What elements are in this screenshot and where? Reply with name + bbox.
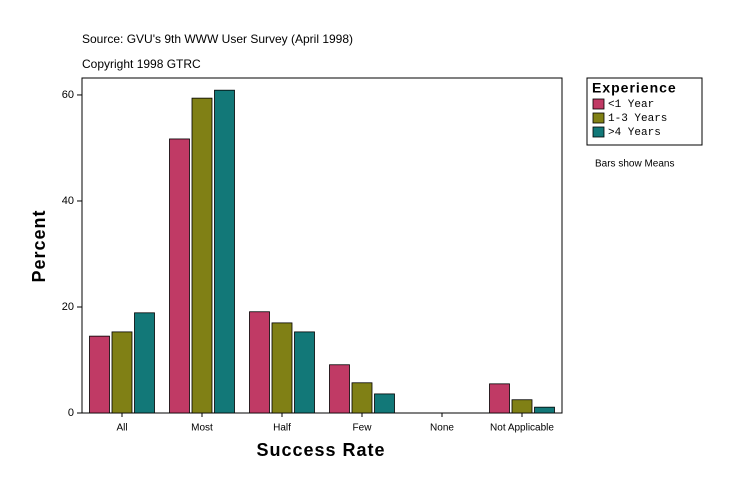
bar: [351, 382, 373, 414]
bar: [191, 97, 213, 414]
bar: [294, 331, 315, 414]
bar: [511, 399, 533, 414]
plot-frame: [81, 77, 563, 414]
y-tick-label: 60: [62, 89, 74, 101]
bar: [249, 311, 270, 414]
legend-swatch: [592, 98, 605, 110]
bar: [214, 89, 235, 414]
bar: [134, 312, 155, 414]
legend-label: >4 Years: [608, 127, 661, 139]
bar: [111, 331, 133, 414]
legend-label: 1-3 Years: [608, 113, 667, 125]
legend-label: <1 Year: [608, 99, 654, 111]
legend-title: Experience: [592, 80, 677, 96]
x-tick-label: Most: [191, 423, 213, 434]
bar: [169, 138, 190, 414]
bar: [374, 393, 395, 414]
y-tick-label: 0: [68, 407, 74, 419]
y-tick-label: 20: [62, 301, 74, 313]
y-tick-label: 40: [62, 195, 74, 207]
subtitle: Source: GVU's 9th WWW User Survey (April…: [82, 32, 353, 46]
x-tick-label: All: [116, 423, 127, 434]
x-tick-label: None: [430, 423, 454, 434]
copyright: Copyright 1998 GTRC: [82, 57, 201, 71]
bar: [489, 383, 510, 414]
x-tick-label: Half: [273, 423, 291, 434]
y-axis-title: Percent: [29, 209, 49, 282]
annotation: Bars show Means: [595, 159, 674, 170]
x-tick-label: Not Applicable: [490, 423, 554, 434]
bar: [89, 335, 110, 414]
x-tick-label: Few: [353, 423, 373, 434]
x-axis-title: Success Rate: [256, 440, 385, 460]
bar: [329, 364, 350, 414]
bar: [271, 322, 293, 414]
bar: [534, 406, 555, 414]
legend-box: [586, 77, 703, 146]
legend-swatch: [592, 112, 605, 124]
legend-swatch: [592, 126, 605, 138]
